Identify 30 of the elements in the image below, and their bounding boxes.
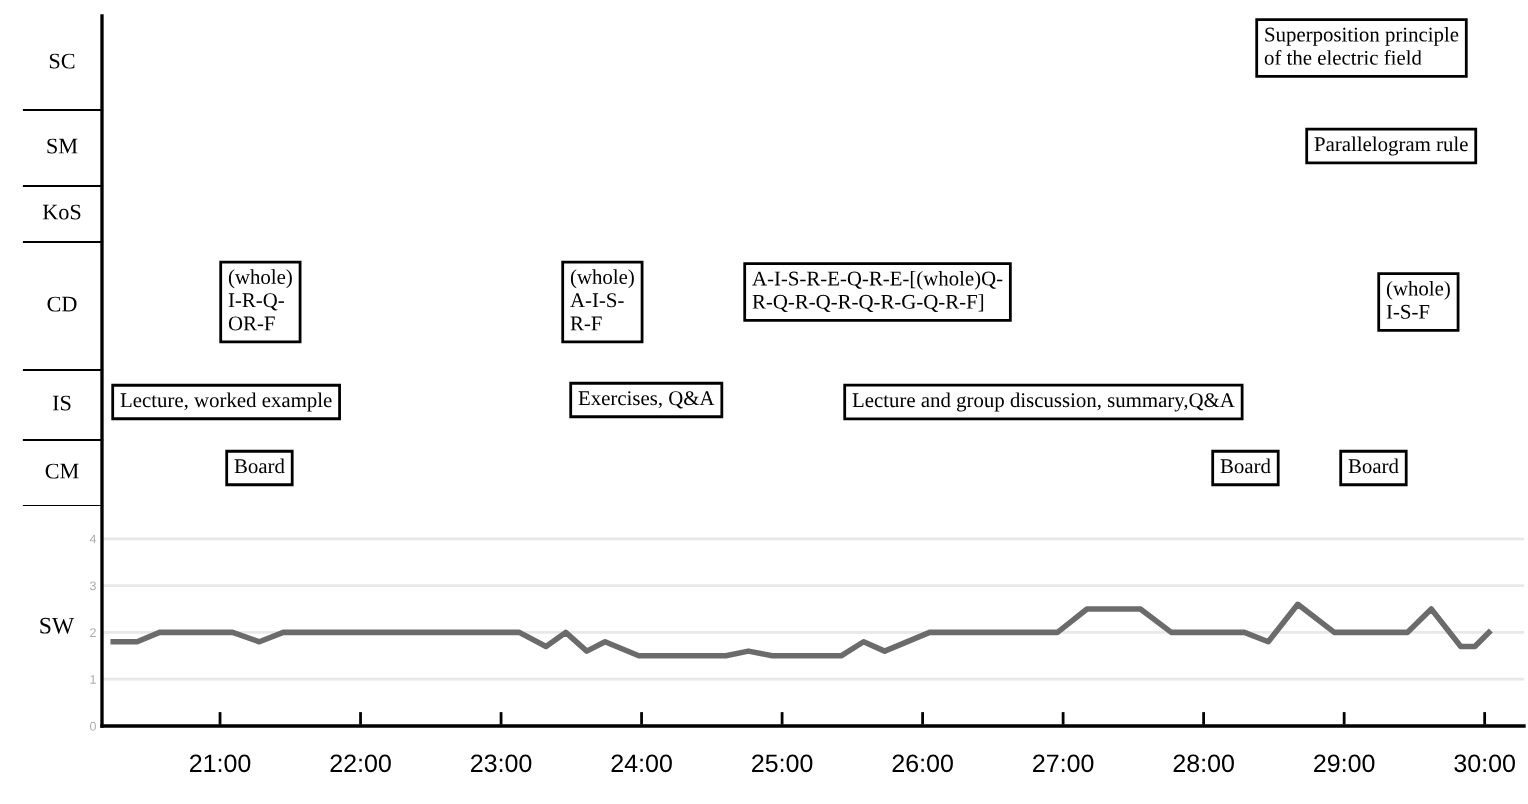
annotation: Board (1220, 458, 1271, 474)
x-tick-label: 24:00 (611, 754, 672, 773)
text: IS (52, 395, 71, 411)
annotation: Board (234, 458, 285, 474)
text: SM (47, 138, 78, 154)
x-tick-label: 29:00 (1314, 754, 1375, 773)
text: CM (45, 463, 79, 479)
x-tick-label: 21:00 (190, 754, 251, 773)
line-series (110, 601, 1492, 659)
annotation: (whole) I-S-F (1386, 280, 1450, 319)
text: SC (49, 53, 75, 69)
x-tick-label: 23:00 (471, 754, 532, 773)
x-tick-label: 30:00 (1454, 754, 1515, 773)
x-tick-label: 25:00 (752, 754, 813, 773)
annotation: A-I-S-R-E-Q-R-E-[(whole)Q- R-Q-R-Q-R-Q-R-G-Q-R-F] (752, 270, 1003, 312)
x-tick-label: 27:00 (1033, 754, 1094, 773)
annotation: Parallelogram rule (1314, 136, 1468, 156)
annotation: (whole) I-R-Q- OR-F (228, 269, 292, 331)
annotation: Board (1348, 458, 1399, 474)
text: CD (47, 296, 77, 312)
annotation: Superposition principle of the electric field (1264, 26, 1459, 65)
text: KoS (42, 204, 81, 220)
annotation: Lecture, worked example (120, 392, 332, 412)
x-tick-label: 28:00 (1173, 754, 1234, 773)
x-tick-label: 22:00 (330, 754, 391, 773)
annotation: (whole) A-I-S- R-F (570, 269, 634, 331)
annotation: Lecture and group discussion, summary,Q&A (852, 392, 1235, 412)
y-axis-title: SW (40, 617, 75, 634)
annotation: Exercises, Q&A (578, 391, 715, 409)
x-tick-label: 26:00 (892, 754, 953, 773)
